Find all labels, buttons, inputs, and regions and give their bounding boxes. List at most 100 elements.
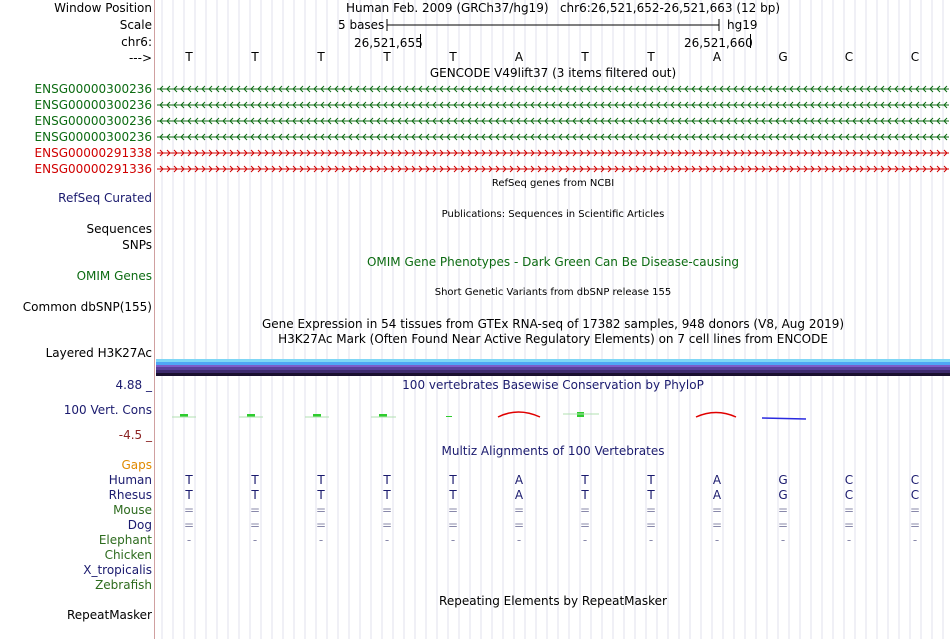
alignment-base: =: [777, 518, 789, 532]
alignment-base: =: [513, 518, 525, 532]
gencode-gene-feature[interactable]: [157, 164, 949, 174]
scale-bar: [386, 19, 720, 31]
h3k27ac-signal[interactable]: [156, 359, 950, 376]
sequences-label[interactable]: Sequences: [86, 222, 152, 236]
alignment-base: C: [910, 488, 920, 502]
alignment-base: =: [711, 503, 723, 517]
alignment-base: =: [843, 518, 855, 532]
species-label[interactable]: Mouse: [113, 503, 152, 517]
alignment-base: =: [579, 503, 591, 517]
ruler-tick-right: [750, 34, 751, 48]
alignment-base: =: [381, 503, 393, 517]
repeatmasker-label[interactable]: RepeatMasker: [66, 608, 152, 622]
species-label[interactable]: X_tropicalis: [83, 563, 152, 577]
layered-h3k27ac-label[interactable]: Layered H3K27Ac: [45, 346, 152, 360]
alignment-base: =: [447, 503, 459, 517]
reference-base: A: [514, 50, 524, 64]
phylop-min-value: -4.5 _: [118, 428, 152, 442]
publications-track-title[interactable]: Publications: Sequences in Scientific Ar…: [441, 209, 665, 220]
ruler-position-left: 26,521,655: [354, 36, 423, 50]
snps-label[interactable]: SNPs: [122, 238, 152, 252]
alignment-base: =: [183, 518, 195, 532]
species-label[interactable]: Chicken: [104, 548, 152, 562]
alignment-base: -: [648, 533, 654, 547]
alignment-base: A: [514, 473, 524, 487]
multiz-track-title[interactable]: Multiz Alignments of 100 Vertebrates: [441, 444, 665, 458]
alignment-base: T: [383, 473, 391, 487]
alignment-base: -: [384, 533, 390, 547]
gencode-gene-feature[interactable]: [157, 100, 949, 110]
alignment-base: =: [777, 503, 789, 517]
phylop-dip: [761, 417, 807, 420]
reference-base: T: [647, 50, 655, 64]
phylop-max-value: 4.88 _: [115, 378, 152, 392]
repeatmasker-track-title[interactable]: Repeating Elements by RepeatMasker: [439, 594, 667, 608]
h3k27ac-track-title[interactable]: H3K27Ac Mark (Often Found Near Active Re…: [278, 332, 828, 346]
ruler-position-right: 26,521,660: [684, 36, 753, 50]
gtex-track-title[interactable]: Gene Expression in 54 tissues from GTEx …: [261, 317, 845, 331]
window-position-value[interactable]: Human Feb. 2009 (GRCh37/hg19) chr6:26,52…: [346, 1, 781, 15]
scale-bar-text: 5 bases: [338, 18, 385, 32]
gencode-gene-feature[interactable]: [157, 132, 949, 142]
alignment-base: =: [711, 518, 723, 532]
omim-genes-label[interactable]: OMIM Genes: [76, 269, 152, 283]
alignment-base: T: [185, 473, 193, 487]
gencode-gene-label[interactable]: ENSG00000291336: [34, 162, 152, 176]
alignment-base: =: [513, 503, 525, 517]
strand-direction-label[interactable]: --->: [128, 51, 152, 65]
reference-base: G: [778, 50, 788, 64]
species-label[interactable]: Dog: [127, 518, 152, 532]
species-label[interactable]: Human: [108, 473, 152, 487]
alignment-base: -: [714, 533, 720, 547]
gencode-gene-label[interactable]: ENSG00000300236: [34, 98, 152, 112]
alignment-base: -: [252, 533, 258, 547]
window-position-label: Window Position: [54, 1, 152, 15]
alignment-base: -: [318, 533, 324, 547]
gencode-gene-label[interactable]: ENSG00000300236: [34, 130, 152, 144]
gencode-gene-label[interactable]: ENSG00000291338: [34, 146, 152, 160]
species-label[interactable]: Rhesus: [108, 488, 152, 502]
common-dbsnp-label[interactable]: Common dbSNP(155): [22, 300, 152, 314]
alignment-base: -: [186, 533, 192, 547]
gencode-gene-feature[interactable]: [157, 84, 949, 94]
alignment-base: C: [844, 473, 854, 487]
refseq-curated-label[interactable]: RefSeq Curated: [58, 191, 152, 205]
alignment-base: =: [909, 518, 921, 532]
omim-track-title[interactable]: OMIM Gene Phenotypes - Dark Green Can Be…: [366, 255, 740, 269]
gencode-gene-label[interactable]: ENSG00000300236: [34, 82, 152, 96]
alignment-base: =: [249, 503, 261, 517]
alignment-base: =: [909, 503, 921, 517]
dbsnp-track-title[interactable]: Short Genetic Variants from dbSNP releas…: [434, 287, 672, 298]
phylop-graph[interactable]: [156, 405, 950, 425]
reference-base: A: [712, 50, 722, 64]
alignment-base: =: [579, 518, 591, 532]
reference-base: C: [844, 50, 854, 64]
phylop-track-title[interactable]: 100 vertebrates Basewise Conservation by…: [402, 378, 704, 392]
alignment-base: -: [582, 533, 588, 547]
assembly-name: hg19: [727, 18, 758, 32]
gaps-label[interactable]: Gaps: [121, 458, 152, 472]
chromosome-label: chr6:: [121, 35, 152, 49]
alignment-base: A: [712, 488, 722, 502]
gencode-gene-feature[interactable]: [157, 116, 949, 126]
alignment-base: -: [780, 533, 786, 547]
alignment-base: T: [251, 473, 259, 487]
alignment-base: T: [317, 488, 325, 502]
reference-base: T: [185, 50, 193, 64]
alignment-base: T: [647, 488, 655, 502]
alignment-base: G: [778, 488, 788, 502]
alignment-base: T: [581, 488, 589, 502]
refseq-track-title[interactable]: RefSeq genes from NCBI: [491, 178, 615, 189]
alignment-base: T: [647, 473, 655, 487]
alignment-base: =: [447, 518, 459, 532]
gencode-gene-feature[interactable]: [157, 148, 949, 158]
gencode-gene-label[interactable]: ENSG00000300236: [34, 114, 152, 128]
species-label[interactable]: Zebrafish: [95, 578, 152, 592]
species-label[interactable]: Elephant: [98, 533, 152, 547]
gencode-track-title[interactable]: GENCODE V49lift37 (3 items filtered out): [429, 66, 677, 80]
reference-base: T: [251, 50, 259, 64]
alignment-base: T: [317, 473, 325, 487]
phylop-track-label[interactable]: 100 Vert. Cons: [63, 403, 152, 417]
alignment-base: T: [185, 488, 193, 502]
phylop-peak-a: [497, 411, 541, 418]
